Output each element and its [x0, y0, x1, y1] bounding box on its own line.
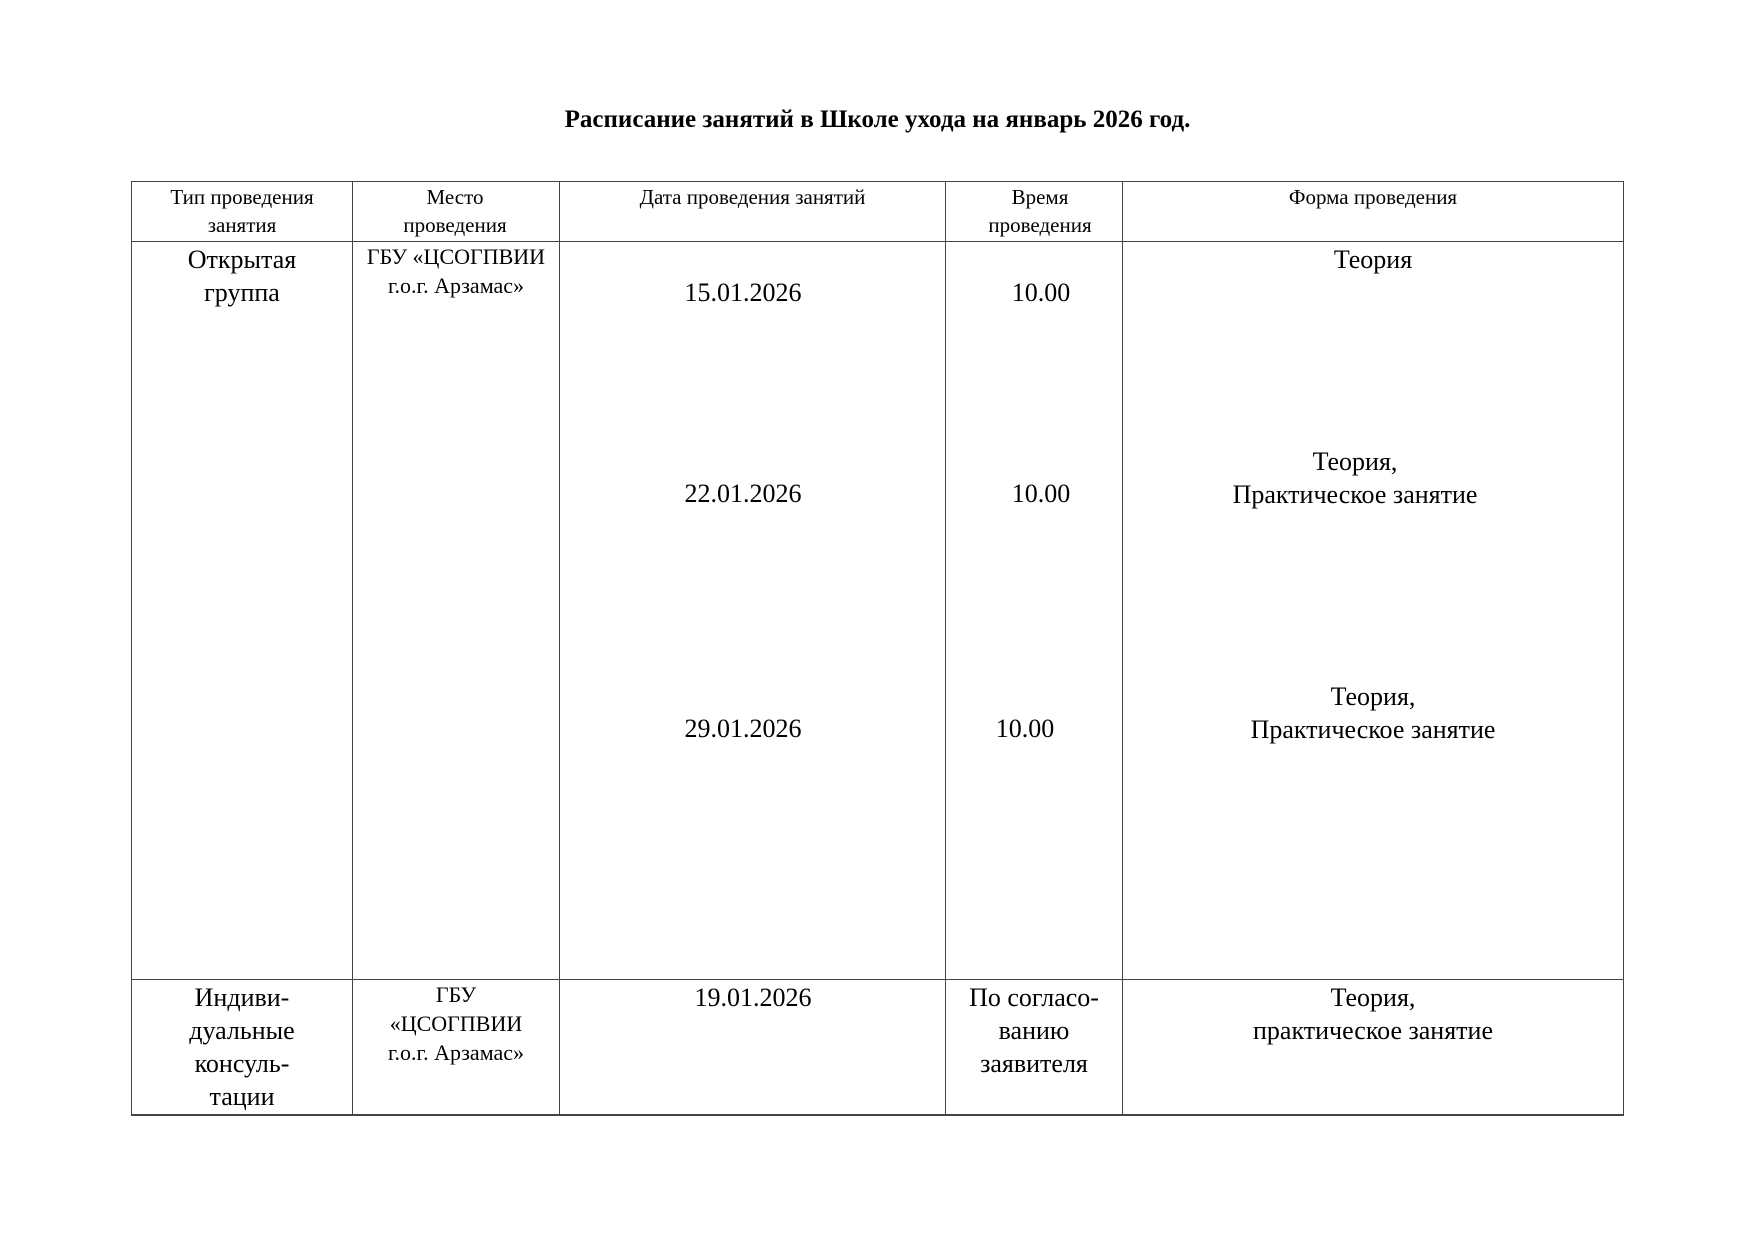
row2-type: Индиви- дуальные консуль- тации [189, 983, 295, 1111]
header-divider [131, 241, 1624, 242]
row1-date-2: 22.01.2026 [684, 479, 802, 508]
page-title: Расписание занятий в Школе ухода на янва… [564, 106, 1191, 133]
header-form: Форма проведения [1288, 185, 1458, 209]
row-divider [131, 979, 1624, 980]
header-date: Дата проведения занятий [639, 185, 866, 209]
row2-form: Теория, практическое занятие [1253, 983, 1493, 1045]
col-border [559, 181, 560, 1115]
col-border [1122, 181, 1123, 1115]
table-border-top [131, 181, 1624, 182]
row1-form-2: Теория, Практическое занятие [1232, 447, 1478, 509]
col-border [352, 181, 353, 1115]
col-border [945, 181, 946, 1115]
row1-time-2: 10.00 [1011, 479, 1071, 508]
row1-time-1: 10.00 [1011, 278, 1071, 307]
row2-time: По согласо- ванию заявителя [969, 983, 1099, 1078]
row1-type: Открытая группа [187, 245, 297, 307]
row1-date-3: 29.01.2026 [684, 714, 802, 743]
row1-date-1: 15.01.2026 [684, 278, 802, 307]
col-border [131, 181, 132, 1115]
col-border [1623, 181, 1624, 1115]
table-border-bottom [131, 1114, 1624, 1116]
row1-time-3: 10.00 [995, 714, 1055, 743]
row2-place: ГБУ «ЦСОГПВИИ г.о.г. Арзамас» [388, 982, 524, 1065]
row1-form-3: Теория, Практическое занятие [1250, 682, 1496, 744]
row1-place: ГБУ «ЦСОГПВИИ г.о.г. Арзамас» [366, 244, 546, 298]
row1-form-1: Теория [1333, 245, 1413, 274]
row2-date: 19.01.2026 [694, 983, 812, 1012]
header-type: Тип проведения занятия [170, 185, 314, 237]
header-place: Место проведения [403, 185, 507, 237]
header-time: Время проведения [988, 185, 1092, 237]
